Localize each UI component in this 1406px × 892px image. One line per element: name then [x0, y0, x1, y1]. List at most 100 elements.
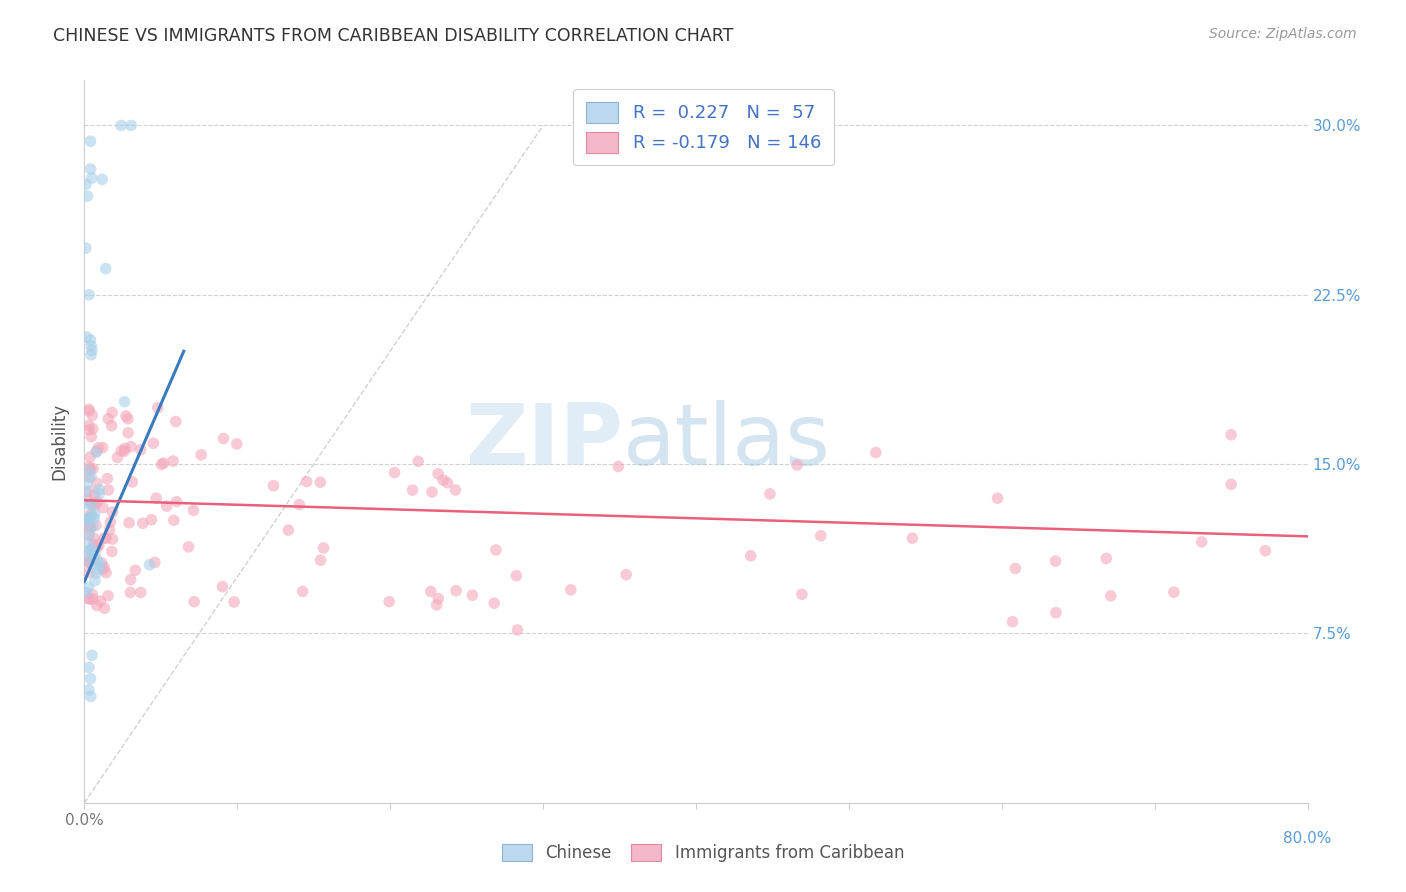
Point — [93, 531, 115, 545]
Point — [277, 523, 299, 537]
Point — [115, 409, 138, 423]
Point — [114, 442, 136, 456]
Point — [80, 348, 103, 362]
Point — [759, 487, 782, 501]
Point — [786, 458, 808, 472]
Point — [91, 500, 114, 515]
Point — [82, 543, 104, 558]
Point — [427, 467, 450, 481]
Point — [77, 581, 100, 595]
Point — [107, 450, 129, 465]
Point — [77, 418, 100, 433]
Point — [83, 537, 105, 551]
Point — [91, 562, 114, 576]
Point — [100, 515, 122, 529]
Point — [86, 476, 108, 491]
Point — [80, 339, 103, 353]
Point — [150, 458, 173, 472]
Point — [444, 483, 467, 497]
Point — [77, 536, 100, 550]
Point — [80, 469, 103, 483]
Point — [79, 333, 101, 347]
Point — [101, 505, 124, 519]
Point — [86, 599, 108, 613]
Point — [1163, 585, 1185, 599]
Point — [77, 464, 100, 478]
Point — [740, 549, 762, 563]
Point — [97, 412, 120, 426]
Point — [77, 682, 100, 697]
Point — [80, 171, 103, 186]
Point — [79, 513, 101, 527]
Point — [419, 584, 441, 599]
Point — [80, 690, 103, 704]
Point — [90, 556, 112, 570]
Point — [560, 582, 582, 597]
Point — [77, 550, 100, 565]
Point — [607, 459, 630, 474]
Point — [77, 518, 100, 533]
Point — [1191, 534, 1213, 549]
Point — [131, 516, 153, 531]
Point — [124, 563, 146, 577]
Point — [77, 591, 100, 606]
Point — [76, 513, 98, 527]
Text: Source: ZipAtlas.com: Source: ZipAtlas.com — [1209, 27, 1357, 41]
Point — [82, 588, 104, 602]
Point — [166, 494, 188, 508]
Point — [810, 529, 832, 543]
Point — [83, 548, 105, 562]
Point — [110, 119, 132, 133]
Point — [1220, 427, 1243, 442]
Point — [79, 526, 101, 541]
Point — [86, 557, 108, 571]
Point — [93, 560, 115, 574]
Point — [190, 448, 212, 462]
Point — [77, 660, 100, 674]
Point — [76, 546, 98, 560]
Point — [506, 623, 529, 637]
Point — [75, 241, 97, 255]
Point — [222, 595, 245, 609]
Point — [1001, 615, 1024, 629]
Point — [82, 461, 104, 475]
Point — [77, 470, 100, 484]
Legend: R =  0.227   N =  57, R = -0.179   N = 146: R = 0.227 N = 57, R = -0.179 N = 146 — [574, 89, 834, 165]
Point — [121, 475, 143, 489]
Point — [80, 343, 103, 358]
Point — [288, 498, 311, 512]
Point — [146, 401, 169, 415]
Point — [76, 330, 98, 344]
Point — [312, 541, 335, 555]
Point — [426, 598, 449, 612]
Point — [291, 584, 314, 599]
Point — [987, 491, 1010, 506]
Point — [82, 422, 104, 436]
Point — [87, 537, 110, 551]
Point — [82, 520, 104, 534]
Point — [79, 161, 101, 176]
Point — [80, 648, 103, 663]
Point — [162, 454, 184, 468]
Point — [76, 189, 98, 203]
Point — [94, 566, 117, 580]
Point — [77, 510, 100, 524]
Point — [84, 498, 107, 512]
Point — [93, 601, 115, 615]
Point — [79, 134, 101, 148]
Point — [77, 511, 100, 525]
Point — [790, 587, 813, 601]
Point — [865, 445, 887, 459]
Point — [89, 483, 111, 497]
Point — [143, 555, 166, 569]
Point — [77, 484, 100, 499]
Legend: Chinese, Immigrants from Caribbean: Chinese, Immigrants from Caribbean — [494, 836, 912, 871]
Point — [75, 585, 97, 599]
Point — [77, 493, 100, 508]
Point — [75, 514, 97, 528]
Point — [1099, 589, 1122, 603]
Point — [79, 462, 101, 476]
Point — [76, 476, 98, 491]
Point — [141, 513, 163, 527]
Point — [114, 394, 136, 409]
